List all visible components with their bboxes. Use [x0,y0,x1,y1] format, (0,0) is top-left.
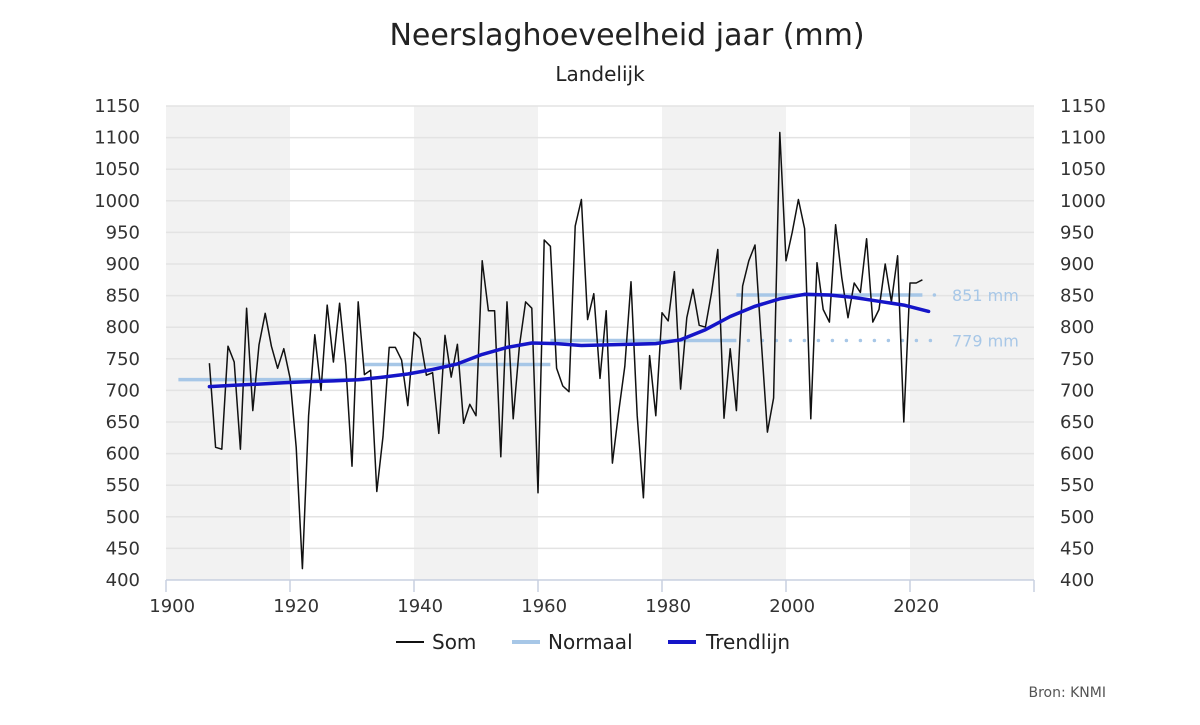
shaded-period-0 [166,106,290,580]
x-tick-1900: 1900 [149,596,195,617]
y-tick-left-1150: 1150 [94,96,140,117]
y-tick-right-750: 750 [1060,349,1094,370]
x-axis: 1900 1920 1940 1960 1980 2000 2020 [149,579,1035,617]
y-tick-right-700: 700 [1060,380,1094,401]
y-tick-right-600: 600 [1060,444,1094,465]
x-tick-2000: 2000 [769,596,815,617]
som-line [208,131,923,570]
y-axis-left: 400 450 500 550 600 650 700 750 800 850 900 950 1000… [94,96,140,591]
y-tick-left-1050: 1050 [94,159,140,180]
x-tick-1980: 1980 [645,596,691,617]
shaded-periods [166,106,1034,580]
legend-normaal-label: Normaal [548,630,633,654]
normaal-label-2: 779 mm [952,331,1019,350]
y-tick-right-900: 900 [1060,254,1094,275]
y-axis-right: 400 450 500 550 600 650 700 750 800 850 900 950 1000… [1060,96,1106,591]
legend: Som Normaal Trendlijn [396,630,790,654]
normaal-label-3: 851 mm [952,286,1019,305]
y-tick-right-650: 650 [1060,412,1094,433]
normaal-series: 779 mm 851 mm [178,286,1019,382]
y-tick-left-1000: 1000 [94,191,140,212]
y-tick-right-1050: 1050 [1060,159,1106,180]
y-tick-right-450: 450 [1060,538,1094,559]
y-tick-right-550: 550 [1060,475,1094,496]
y-tick-right-850: 850 [1060,286,1094,307]
y-tick-right-1000: 1000 [1060,191,1106,212]
source-label: Bron: KNMI [1028,685,1106,701]
y-tick-right-950: 950 [1060,222,1094,243]
som-series [208,131,923,570]
gridlines [166,105,1034,550]
y-tick-right-1150: 1150 [1060,96,1106,117]
x-tick-1960: 1960 [521,596,567,617]
legend-som-label: Som [432,630,476,654]
shaded-period-1 [414,106,538,580]
y-tick-right-1100: 1100 [1060,128,1106,149]
y-tick-left-700: 700 [106,380,140,401]
y-tick-left-750: 750 [106,349,140,370]
y-tick-left-950: 950 [106,222,140,243]
shaded-period-2 [662,106,786,580]
chart-subtitle: Landelijk [555,62,645,86]
y-tick-left-800: 800 [106,317,140,338]
y-tick-left-850: 850 [106,286,140,307]
trendlijn-line [207,292,931,389]
y-tick-left-600: 600 [106,444,140,465]
x-tick-1940: 1940 [397,596,443,617]
y-tick-left-450: 450 [106,538,140,559]
y-tick-left-900: 900 [106,254,140,275]
y-tick-right-400: 400 [1060,570,1094,591]
shaded-period-3 [910,106,1034,580]
x-tick-1920: 1920 [273,596,319,617]
x-tick-2020: 2020 [893,596,939,617]
y-tick-left-550: 550 [106,475,140,496]
y-tick-right-500: 500 [1060,507,1094,528]
chart-title: Neerslaghoeveelheid jaar (mm) [389,18,864,53]
y-tick-left-400: 400 [106,570,140,591]
legend-trendlijn-label: Trendlijn [705,630,790,654]
y-tick-left-650: 650 [106,412,140,433]
y-tick-left-1100: 1100 [94,128,140,149]
y-tick-left-500: 500 [106,507,140,528]
y-tick-right-800: 800 [1060,317,1094,338]
trendlijn-series [207,292,931,389]
